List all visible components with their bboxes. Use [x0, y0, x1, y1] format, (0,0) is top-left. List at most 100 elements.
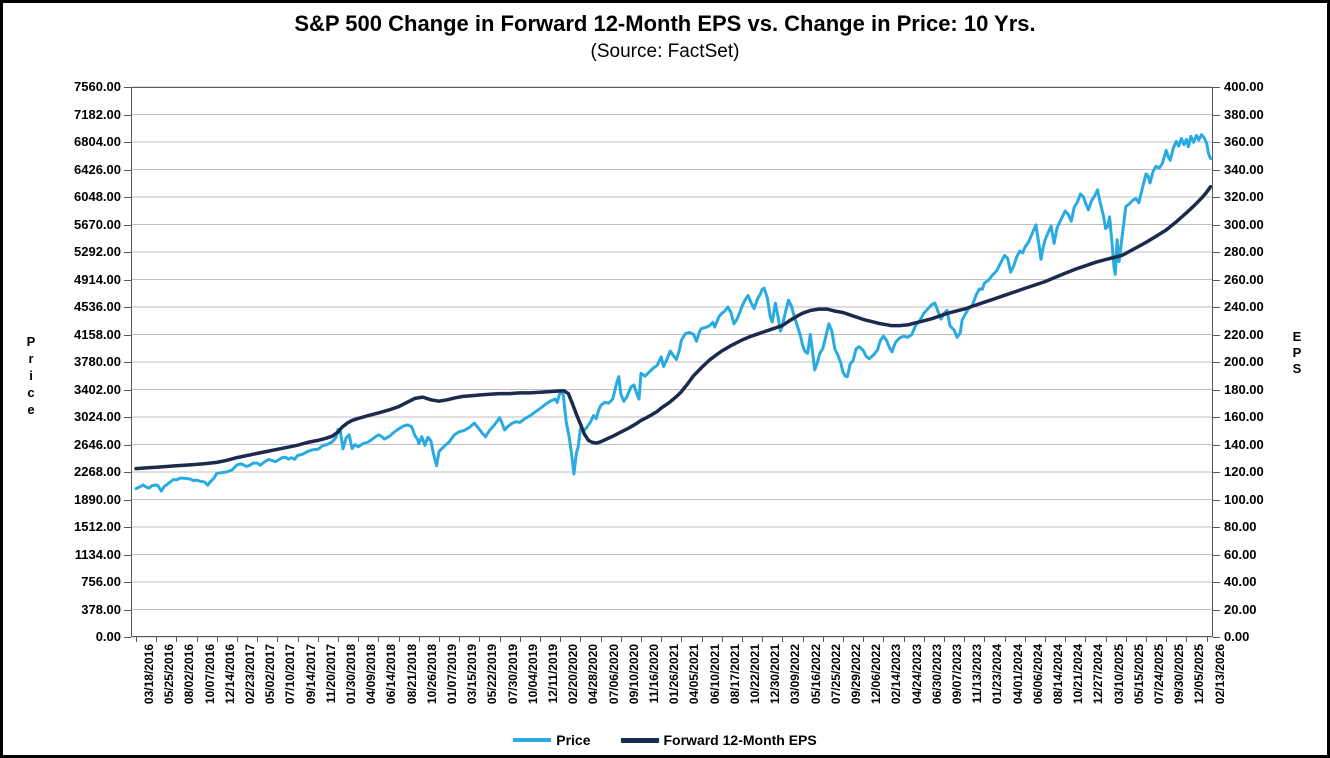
x-axis-tick-mark: [822, 637, 824, 642]
y-axis-right-tick-label: 100.00: [1224, 491, 1264, 507]
x-axis-tick-mark: [1004, 637, 1006, 642]
x-axis-tick-label: 10/07/2016: [202, 644, 217, 705]
y-axis-right-tick-mark: [1213, 472, 1220, 473]
legend-item-price: Price: [513, 732, 591, 748]
x-axis-tick-mark: [863, 637, 865, 642]
y-axis-right-tick-label: 280.00: [1224, 244, 1264, 259]
x-axis-tick-mark: [903, 637, 905, 642]
x-axis-tick-label: 04/28/2020: [586, 644, 601, 705]
x-axis-tick-mark: [216, 637, 218, 642]
x-axis-tick-mark: [721, 637, 723, 642]
x-axis-tick-label: 10/26/2018: [424, 644, 439, 705]
x-axis-tick-label: 07/30/2019: [505, 644, 520, 705]
x-axis-tick-mark: [923, 637, 925, 642]
x-axis-tick-label: 12/06/2022: [869, 644, 884, 705]
x-axis-tick-label: 08/14/2024: [1051, 644, 1065, 705]
x-axis-tick-mark: [479, 637, 481, 642]
x-axis-tick-mark: [883, 637, 885, 642]
x-axis-tick-label: 07/10/2017: [283, 644, 298, 705]
x-axis-tick-label: 02/23/2017: [243, 644, 257, 705]
y-axis-left-tick-mark: [124, 499, 131, 501]
x-axis-tick-mark: [237, 637, 238, 642]
y-axis-left-tick-mark: [124, 334, 131, 336]
x-axis-tick-mark: [1146, 637, 1147, 642]
y-axis-left-tick-label: 3402.00: [74, 381, 121, 397]
x-axis-tick-mark: [439, 637, 440, 642]
y-axis-left-tick-label: 2646.00: [74, 436, 121, 452]
y-axis-right-tick-mark: [1213, 142, 1220, 143]
x-axis-tick-label: 05/22/2019: [485, 644, 500, 705]
y-axis-right-tick-label: 120.00: [1224, 464, 1264, 479]
y-axis-left-tick-label: 3780.00: [74, 354, 121, 369]
x-axis-tick-label: 08/02/2016: [182, 644, 197, 705]
y-axis-right-tick-label: 320.00: [1224, 189, 1264, 204]
y-axis-left-tick-label: 378.00: [81, 601, 121, 617]
legend-swatch-eps: [620, 737, 659, 743]
plot-border: [131, 87, 1213, 637]
x-axis-tick-label: 07/24/2025: [1152, 644, 1166, 705]
x-axis-tick-label: 03/09/2022: [788, 644, 803, 705]
y-axis-left-tick-label: 3024.00: [74, 409, 121, 424]
y-axis-right-tick-mark: [1213, 362, 1220, 363]
y-axis-right-tick-label: 160.00: [1224, 409, 1264, 424]
y-axis-right-tick-mark: [1213, 389, 1220, 391]
x-axis-tick-label: 01/26/2021: [667, 644, 682, 705]
y-axis-left-tick-mark: [124, 527, 131, 528]
x-axis-tick-label: 11/20/2017: [323, 644, 338, 704]
x-axis-tick-mark: [418, 637, 420, 642]
x-axis-tick-mark: [176, 637, 178, 642]
chart-canvas: [131, 86, 1213, 638]
y-axis-left-tick-mark: [124, 362, 131, 363]
y-axis-right-tick-mark: [1213, 582, 1220, 583]
y-axis-right-tick-mark: [1213, 499, 1220, 501]
x-axis-tick-mark: [1105, 637, 1107, 642]
legend-label-price: Price: [556, 732, 591, 748]
y-axis-right-tick-mark: [1213, 527, 1220, 528]
y-axis-right-tick-mark: [1213, 444, 1220, 446]
x-axis-tick-mark: [519, 637, 521, 642]
x-axis-tick-label: 04/01/2024: [1010, 644, 1025, 705]
x-axis-tick-mark: [398, 637, 400, 642]
y-axis-right-tick-mark: [1213, 224, 1220, 226]
eps-series-line: [134, 184, 1213, 471]
y-axis-left-tick-label: 6426.00: [74, 161, 121, 177]
x-axis-tick-mark: [196, 637, 198, 642]
legend-label-eps: Forward 12-Month EPS: [663, 732, 817, 748]
x-axis-tick-label: 06/30/2023: [929, 644, 944, 705]
x-axis-tick-label: 04/05/2021: [687, 644, 702, 705]
y-axis-left-tick-label: 4536.00: [74, 299, 121, 314]
y-axis-right-tick-label: 380.00: [1224, 106, 1264, 122]
y-axis-right-tick-label: 340.00: [1224, 161, 1264, 177]
x-axis-tick-label: 07/06/2020: [606, 644, 621, 705]
y-axis-left-tick-mark: [124, 279, 131, 281]
y-axis-left-tick-mark: [124, 224, 131, 226]
x-axis-tick-label: 05/25/2016: [162, 644, 177, 705]
x-axis-tick-mark: [701, 637, 703, 642]
y-axis-right-tick-mark: [1213, 87, 1220, 88]
x-axis-tick-label: 08/21/2018: [404, 644, 419, 705]
x-axis-tick-mark: [1125, 637, 1127, 642]
x-axis-tick-label: 04/09/2018: [364, 644, 379, 705]
y-axis-left-tick-label: 6048.00: [74, 189, 121, 204]
x-axis-tick-mark: [984, 637, 986, 642]
x-axis-tick-mark: [338, 637, 339, 642]
x-axis-tick-label: 06/14/2018: [384, 644, 399, 705]
x-axis-tick-mark: [297, 637, 299, 642]
y-axis-left-tick-mark: [124, 472, 131, 473]
price-series-line: [134, 133, 1213, 493]
y-axis-right-tick-mark: [1213, 637, 1220, 638]
x-axis-tick-label: 05/16/2022: [808, 644, 823, 705]
y-axis-left-tick-mark: [124, 444, 131, 446]
x-axis-tick-label: 04/24/2023: [909, 644, 924, 705]
y-axis-left-tick-mark: [124, 389, 131, 391]
x-axis-tick-label: 12/30/2021: [768, 644, 783, 705]
x-axis-tick-mark: [661, 637, 663, 642]
legend-swatch-price: [513, 738, 552, 742]
x-axis-tick-label: 12/14/2016: [222, 644, 237, 705]
x-axis-tick-mark: [944, 637, 945, 642]
y-axis-right-tick-label: 300.00: [1224, 216, 1264, 232]
y-axis-left-tick-label: 756.00: [81, 574, 121, 589]
x-axis-tick-label: 03/15/2019: [465, 644, 480, 705]
